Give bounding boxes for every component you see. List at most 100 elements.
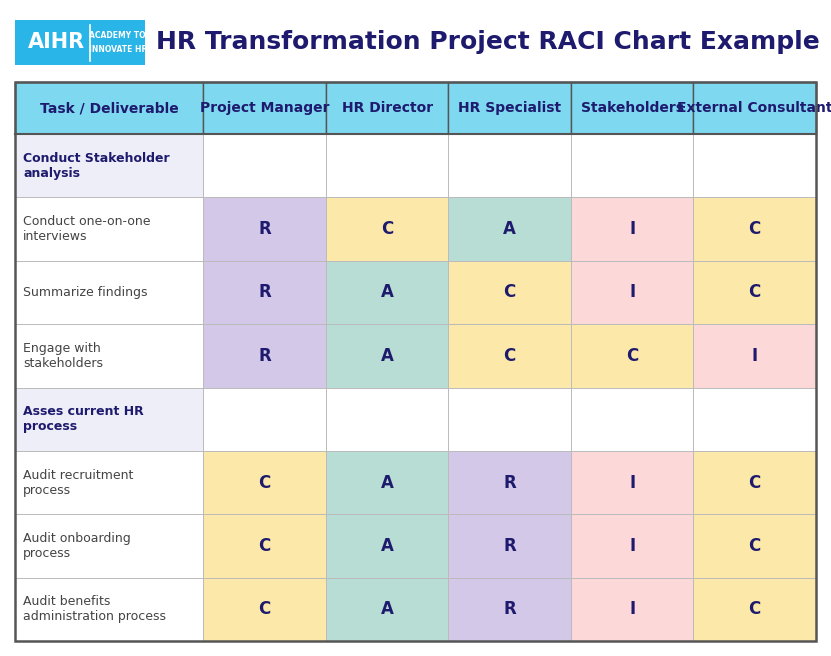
FancyBboxPatch shape bbox=[693, 451, 816, 514]
Text: Stakeholders: Stakeholders bbox=[581, 101, 684, 115]
Text: A: A bbox=[381, 347, 394, 365]
FancyBboxPatch shape bbox=[571, 82, 693, 134]
FancyBboxPatch shape bbox=[204, 514, 326, 578]
Text: C: C bbox=[749, 600, 761, 619]
FancyBboxPatch shape bbox=[15, 578, 204, 641]
FancyBboxPatch shape bbox=[15, 134, 204, 197]
Text: HR Director: HR Director bbox=[342, 101, 433, 115]
Text: A: A bbox=[504, 220, 516, 238]
FancyBboxPatch shape bbox=[571, 324, 693, 388]
Text: C: C bbox=[258, 600, 271, 619]
FancyBboxPatch shape bbox=[15, 82, 204, 134]
FancyBboxPatch shape bbox=[693, 388, 816, 451]
Text: R: R bbox=[504, 474, 516, 491]
FancyBboxPatch shape bbox=[326, 578, 449, 641]
FancyBboxPatch shape bbox=[571, 578, 693, 641]
FancyBboxPatch shape bbox=[326, 134, 449, 197]
FancyBboxPatch shape bbox=[693, 324, 816, 388]
FancyBboxPatch shape bbox=[326, 197, 449, 260]
FancyBboxPatch shape bbox=[449, 82, 571, 134]
Text: A: A bbox=[381, 537, 394, 555]
FancyBboxPatch shape bbox=[571, 451, 693, 514]
Text: R: R bbox=[504, 600, 516, 619]
Text: Project Manager: Project Manager bbox=[199, 101, 329, 115]
Text: Summarize findings: Summarize findings bbox=[23, 286, 147, 299]
Text: HR Transformation Project RACI Chart Example: HR Transformation Project RACI Chart Exa… bbox=[156, 30, 820, 54]
Text: C: C bbox=[749, 474, 761, 491]
FancyBboxPatch shape bbox=[15, 20, 145, 65]
FancyBboxPatch shape bbox=[571, 388, 693, 451]
Text: C: C bbox=[749, 537, 761, 555]
Text: AIHR: AIHR bbox=[28, 31, 85, 52]
FancyBboxPatch shape bbox=[449, 197, 571, 260]
Text: Conduct Stakeholder
analysis: Conduct Stakeholder analysis bbox=[23, 152, 170, 180]
Text: Task / Deliverable: Task / Deliverable bbox=[40, 101, 179, 115]
FancyBboxPatch shape bbox=[449, 260, 571, 324]
FancyBboxPatch shape bbox=[204, 82, 326, 134]
FancyBboxPatch shape bbox=[326, 260, 449, 324]
Text: Audit benefits
administration process: Audit benefits administration process bbox=[23, 595, 166, 623]
Text: INNOVATE HR: INNOVATE HR bbox=[89, 45, 147, 54]
Text: Audit onboarding
process: Audit onboarding process bbox=[23, 532, 130, 560]
FancyBboxPatch shape bbox=[204, 197, 326, 260]
Text: Asses current HR
process: Asses current HR process bbox=[23, 405, 144, 433]
FancyBboxPatch shape bbox=[571, 260, 693, 324]
Text: C: C bbox=[504, 283, 516, 302]
Text: I: I bbox=[629, 537, 635, 555]
Text: A: A bbox=[381, 474, 394, 491]
Text: Engage with
stakeholders: Engage with stakeholders bbox=[23, 342, 103, 370]
FancyBboxPatch shape bbox=[15, 388, 204, 451]
FancyBboxPatch shape bbox=[15, 451, 204, 514]
Text: A: A bbox=[381, 283, 394, 302]
FancyBboxPatch shape bbox=[326, 82, 449, 134]
FancyBboxPatch shape bbox=[326, 388, 449, 451]
FancyBboxPatch shape bbox=[693, 197, 816, 260]
FancyBboxPatch shape bbox=[326, 451, 449, 514]
FancyBboxPatch shape bbox=[449, 578, 571, 641]
Text: C: C bbox=[381, 220, 393, 238]
Text: External Consultant: External Consultant bbox=[677, 101, 831, 115]
Text: I: I bbox=[629, 283, 635, 302]
FancyBboxPatch shape bbox=[571, 134, 693, 197]
Text: C: C bbox=[258, 537, 271, 555]
Text: C: C bbox=[258, 474, 271, 491]
Text: ACADEMY TO: ACADEMY TO bbox=[90, 31, 146, 40]
FancyBboxPatch shape bbox=[449, 134, 571, 197]
FancyBboxPatch shape bbox=[693, 514, 816, 578]
FancyBboxPatch shape bbox=[693, 82, 816, 134]
FancyBboxPatch shape bbox=[571, 197, 693, 260]
FancyBboxPatch shape bbox=[204, 134, 326, 197]
Text: C: C bbox=[749, 283, 761, 302]
Text: R: R bbox=[258, 347, 271, 365]
FancyBboxPatch shape bbox=[15, 514, 204, 578]
Text: Audit recruitment
process: Audit recruitment process bbox=[23, 468, 133, 497]
Text: I: I bbox=[629, 220, 635, 238]
Text: I: I bbox=[752, 347, 758, 365]
FancyBboxPatch shape bbox=[449, 514, 571, 578]
Text: HR Specialist: HR Specialist bbox=[458, 101, 561, 115]
Text: R: R bbox=[258, 283, 271, 302]
Text: C: C bbox=[504, 347, 516, 365]
FancyBboxPatch shape bbox=[204, 260, 326, 324]
FancyBboxPatch shape bbox=[15, 324, 204, 388]
FancyBboxPatch shape bbox=[693, 578, 816, 641]
FancyBboxPatch shape bbox=[15, 260, 204, 324]
FancyBboxPatch shape bbox=[15, 197, 204, 260]
FancyBboxPatch shape bbox=[204, 388, 326, 451]
FancyBboxPatch shape bbox=[449, 451, 571, 514]
Text: A: A bbox=[381, 600, 394, 619]
Text: I: I bbox=[629, 474, 635, 491]
FancyBboxPatch shape bbox=[571, 514, 693, 578]
FancyBboxPatch shape bbox=[693, 260, 816, 324]
FancyBboxPatch shape bbox=[204, 578, 326, 641]
FancyBboxPatch shape bbox=[204, 324, 326, 388]
FancyBboxPatch shape bbox=[204, 451, 326, 514]
Text: C: C bbox=[749, 220, 761, 238]
Text: C: C bbox=[626, 347, 638, 365]
FancyBboxPatch shape bbox=[449, 324, 571, 388]
FancyBboxPatch shape bbox=[326, 514, 449, 578]
Text: Conduct one-on-one
interviews: Conduct one-on-one interviews bbox=[23, 215, 150, 243]
FancyBboxPatch shape bbox=[449, 388, 571, 451]
Text: R: R bbox=[258, 220, 271, 238]
FancyBboxPatch shape bbox=[326, 324, 449, 388]
